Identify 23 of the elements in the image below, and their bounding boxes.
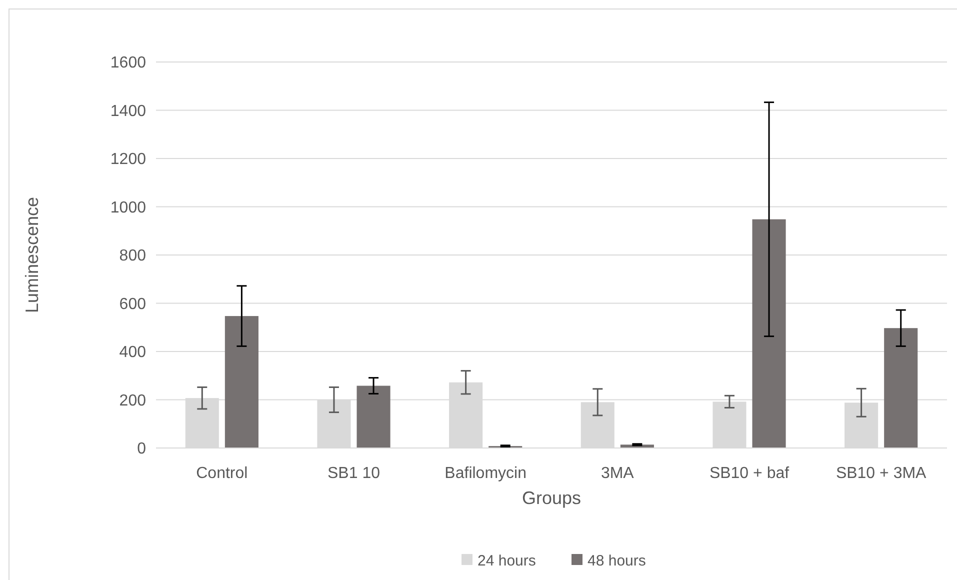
x-axis-title: Groups (522, 488, 582, 508)
x-tick-label: Bafilomycin (444, 465, 526, 482)
y-tick-label: 1000 (110, 199, 146, 216)
x-tick-label: SB10 + 3MA (836, 465, 927, 482)
bar (884, 328, 918, 448)
x-tick-label: SB1 10 (328, 465, 380, 482)
y-tick-label: 400 (119, 344, 146, 362)
y-tick-label: 800 (119, 248, 146, 265)
bar (224, 316, 258, 448)
bar (752, 219, 786, 448)
x-tick-label: Control (196, 465, 248, 482)
y-tick-label: 200 (119, 392, 146, 410)
y-tick-label: 600 (119, 296, 146, 313)
legend-label: 24 hours (478, 552, 536, 570)
x-tick-label: SB10 + baf (709, 465, 790, 482)
y-tick-label: 0 (137, 440, 146, 458)
y-axis-title: Luminescence (22, 196, 42, 314)
y-tick-label: 1200 (110, 151, 146, 168)
legend-label: 48 hours (588, 552, 646, 570)
x-tick-label: 3MA (600, 465, 634, 482)
y-tick-label: 1600 (110, 54, 146, 72)
bar (356, 386, 390, 448)
y-tick-label: 1400 (110, 102, 146, 120)
